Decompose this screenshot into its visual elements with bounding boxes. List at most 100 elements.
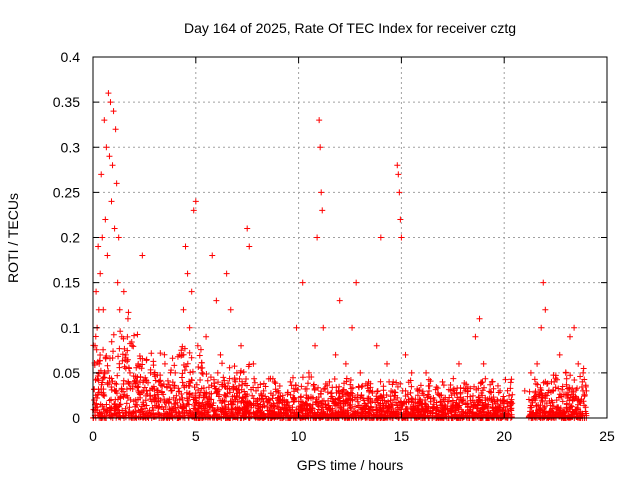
data-point [338, 405, 345, 412]
data-point [175, 404, 182, 411]
data-point [425, 376, 432, 383]
data-point [483, 413, 490, 420]
data-point [267, 375, 274, 382]
data-point [329, 410, 336, 417]
data-point [298, 403, 305, 410]
data-point [160, 414, 167, 421]
data-point [536, 406, 543, 413]
data-point [547, 402, 554, 409]
data-point [110, 348, 117, 355]
data-point [250, 402, 257, 409]
data-point [460, 408, 467, 415]
data-point [118, 386, 125, 393]
data-point [161, 351, 168, 358]
data-point [508, 411, 515, 418]
data-point [137, 374, 144, 381]
data-point [91, 386, 98, 393]
data-point [419, 406, 426, 413]
data-point [108, 383, 115, 390]
data-point [100, 374, 107, 381]
data-point [140, 379, 147, 386]
data-point [507, 405, 514, 412]
data-point [377, 394, 384, 401]
data-point [239, 395, 246, 402]
data-point [221, 383, 228, 390]
data-point [377, 378, 384, 385]
data-point [108, 338, 115, 345]
data-point [533, 402, 540, 409]
data-point [107, 99, 114, 106]
data-point [488, 378, 495, 385]
data-point [529, 397, 536, 404]
data-point [540, 404, 547, 411]
data-point [221, 409, 228, 416]
data-point [317, 413, 324, 420]
data-point [244, 225, 251, 232]
data-point [395, 171, 402, 178]
data-point [374, 406, 381, 413]
data-point [242, 380, 249, 387]
data-point [349, 324, 356, 331]
data-point [106, 397, 113, 404]
data-point [228, 411, 235, 418]
data-point [521, 387, 528, 394]
data-point [395, 399, 402, 406]
data-point [469, 397, 476, 404]
data-point [213, 297, 220, 304]
data-point [481, 384, 488, 391]
y-tick-label: 0.3 [61, 139, 81, 155]
data-point [147, 396, 154, 403]
data-point [327, 390, 334, 397]
data-point [243, 393, 250, 400]
data-point [440, 382, 447, 389]
data-point [506, 392, 513, 399]
data-point [130, 343, 137, 350]
data-point [531, 376, 538, 383]
data-point [274, 403, 281, 410]
data-point [113, 180, 120, 187]
data-point [552, 375, 559, 382]
data-point [380, 383, 387, 390]
data-point [117, 328, 124, 335]
data-point [143, 392, 150, 399]
data-point [113, 381, 120, 388]
data-point [255, 407, 262, 414]
data-point [192, 198, 199, 205]
chart-title: Day 164 of 2025, Rate Of TEC Index for r… [184, 20, 516, 36]
data-point [106, 404, 113, 411]
data-point [246, 243, 253, 250]
data-point [464, 387, 471, 394]
data-point [292, 414, 299, 421]
data-point [226, 375, 233, 382]
data-point [377, 234, 384, 241]
data-point [324, 389, 331, 396]
data-point [493, 409, 500, 416]
data-point [193, 381, 200, 388]
data-point [217, 351, 224, 358]
data-point [431, 396, 438, 403]
data-point [251, 379, 258, 386]
data-point [125, 309, 132, 316]
data-point [129, 342, 136, 349]
data-point [203, 371, 210, 378]
data-point [103, 407, 110, 414]
data-point [290, 385, 297, 392]
data-point [509, 391, 516, 398]
data-point [270, 413, 277, 420]
data-point [337, 400, 344, 407]
data-point [114, 279, 121, 286]
data-point [535, 391, 542, 398]
data-point [299, 374, 306, 381]
data-point [104, 379, 111, 386]
data-point [548, 378, 555, 385]
y-tick-label: 0.15 [53, 275, 80, 291]
data-point [373, 342, 380, 349]
data-point [332, 351, 339, 358]
data-point [126, 404, 133, 411]
data-point [93, 400, 100, 407]
data-point [440, 396, 447, 403]
data-point [487, 388, 494, 395]
data-point [404, 391, 411, 398]
data-point [537, 384, 544, 391]
data-point [449, 397, 456, 404]
